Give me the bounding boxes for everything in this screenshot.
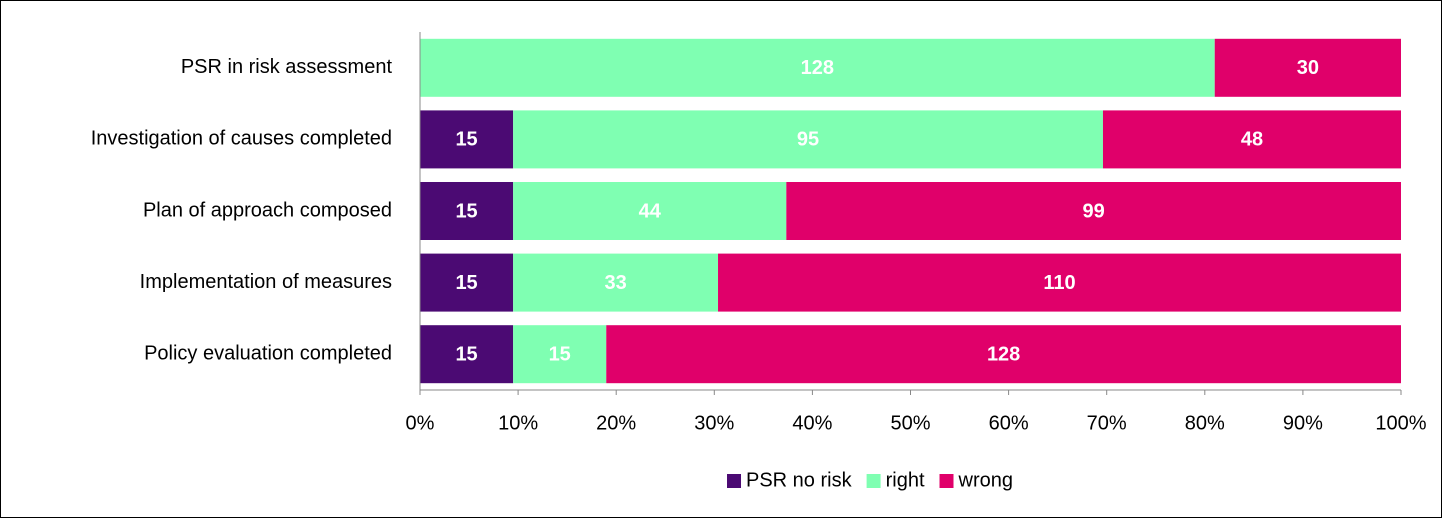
x-tick-label: 50% bbox=[890, 412, 930, 434]
bar-segment bbox=[513, 253, 719, 312]
data-label: 15 bbox=[455, 343, 477, 365]
bar-segment bbox=[420, 110, 514, 169]
data-label: 110 bbox=[1043, 272, 1075, 294]
x-tick-label: 20% bbox=[596, 412, 636, 434]
legend-label: right bbox=[886, 469, 925, 491]
bar-segment bbox=[420, 325, 514, 384]
bar-segment bbox=[420, 253, 514, 312]
x-tick-label: 100% bbox=[1375, 412, 1426, 434]
bar-segment bbox=[420, 182, 514, 240]
x-tick-label: 10% bbox=[498, 412, 538, 434]
x-tick-label: 40% bbox=[792, 412, 832, 434]
data-label: 128 bbox=[801, 57, 834, 79]
legend-swatch bbox=[866, 474, 881, 488]
x-tick-label: 30% bbox=[694, 412, 734, 434]
data-label: 15 bbox=[455, 272, 477, 294]
y-tick-label: Policy evaluation completed bbox=[144, 342, 392, 364]
data-label: 95 bbox=[797, 129, 819, 151]
legend-swatch bbox=[727, 474, 742, 488]
y-tick-label: PSR in risk assessment bbox=[181, 56, 393, 78]
legend-swatch bbox=[939, 474, 954, 488]
bar-segment bbox=[718, 253, 1401, 312]
x-tick-label: 60% bbox=[989, 412, 1029, 434]
data-label: 15 bbox=[455, 129, 477, 151]
y-tick-label: Implementation of measures bbox=[140, 271, 392, 293]
bar-segment bbox=[420, 38, 1215, 97]
bar-segment bbox=[513, 325, 607, 384]
data-label: 15 bbox=[455, 200, 477, 222]
bar-segment bbox=[513, 110, 1103, 169]
data-label: 44 bbox=[639, 200, 662, 222]
data-label: 33 bbox=[604, 272, 626, 294]
data-label: 15 bbox=[549, 343, 571, 365]
data-label: 128 bbox=[987, 343, 1020, 365]
data-label: 99 bbox=[1083, 200, 1105, 222]
y-tick-label: Investigation of causes completed bbox=[91, 128, 392, 150]
data-label: 48 bbox=[1241, 129, 1263, 151]
legend-label: PSR no risk bbox=[746, 469, 853, 491]
x-tick-label: 70% bbox=[1087, 412, 1127, 434]
bar-segment bbox=[1214, 38, 1401, 97]
x-tick-label: 80% bbox=[1185, 412, 1225, 434]
y-tick-label: Plan of approach composed bbox=[143, 199, 392, 221]
bar-segment bbox=[513, 182, 787, 240]
bar-segment bbox=[786, 182, 1401, 240]
bar-segment bbox=[1102, 110, 1401, 169]
x-tick-label: 0% bbox=[406, 412, 435, 434]
legend-label: wrong bbox=[958, 469, 1013, 491]
x-tick-label: 90% bbox=[1283, 412, 1323, 434]
data-label: 30 bbox=[1297, 57, 1319, 79]
bar-segment bbox=[606, 325, 1401, 384]
